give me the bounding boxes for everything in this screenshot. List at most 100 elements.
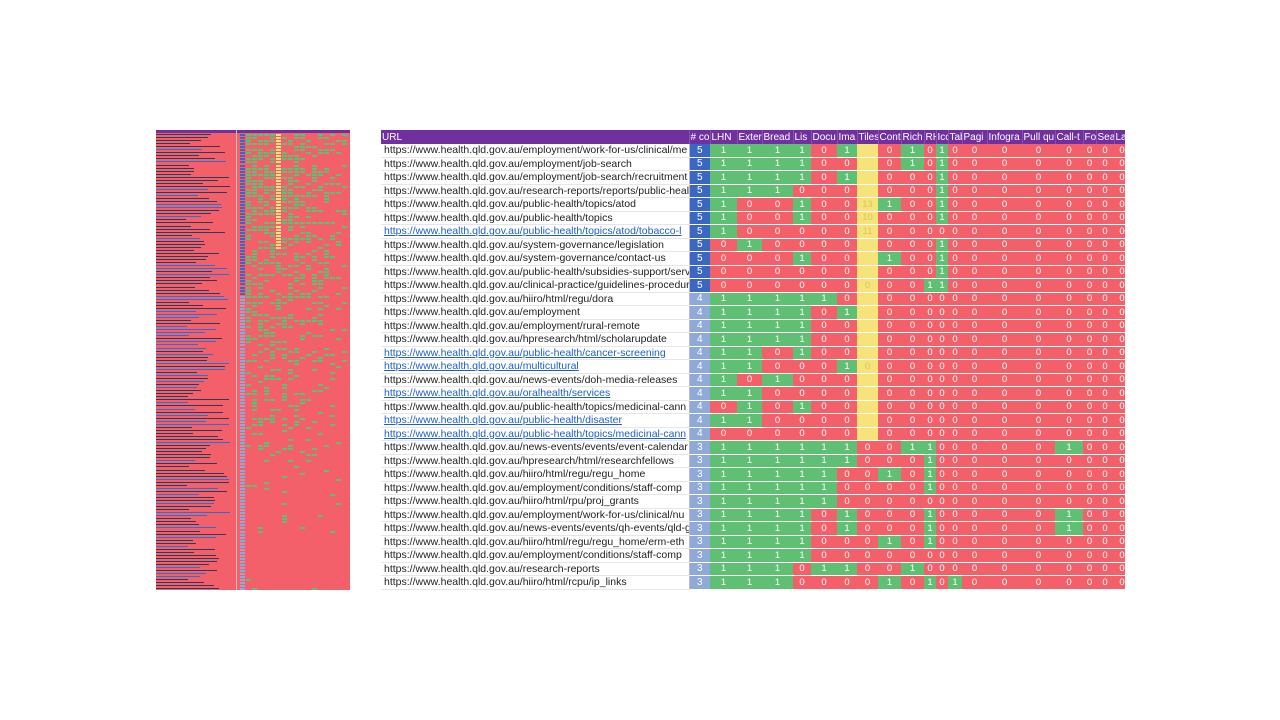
value-cell[interactable]: 0 [1114,494,1125,509]
value-cell[interactable]: 0 [878,292,901,306]
value-cell[interactable]: 0 [762,413,793,428]
value-cell[interactable]: 0 [837,386,857,401]
value-cell[interactable]: 0 [1055,265,1083,279]
value-cell[interactable]: 1 [710,332,737,347]
value-cell[interactable]: 0 [924,386,936,401]
value-cell[interactable]: 0 [837,400,857,414]
value-cell[interactable]: 0 [936,548,948,563]
value-cell[interactable]: 1 [762,332,793,347]
value-cell[interactable]: 0 [1114,481,1125,495]
value-cell[interactable]: 0 [1022,278,1055,293]
value-cell[interactable]: 0 [1114,575,1125,590]
value-cell[interactable]: 0 [901,400,924,414]
value-cell[interactable]: 0 [837,292,857,306]
value-cell[interactable]: 0 [1096,386,1114,401]
value-cell[interactable]: 1 [737,170,762,185]
value-cell[interactable]: 0 [936,400,948,414]
value-cell[interactable]: 0 [811,144,837,158]
value-cell[interactable]: 0 [1114,184,1125,198]
value-cell[interactable]: 0 [811,413,837,428]
value-cell[interactable]: 0 [762,359,793,374]
value-cell[interactable]: 1 [811,481,837,495]
value-cell[interactable]: 0 [901,170,924,185]
value-cell[interactable]: 1 [1055,521,1083,536]
value-cell[interactable]: 0 [878,427,901,441]
column-header[interactable]: Rich [901,130,925,144]
value-cell[interactable]: 1 [762,319,793,333]
value-cell[interactable]: 0 [948,197,962,212]
value-cell[interactable]: 0 [737,197,762,212]
value-cell[interactable]: 0 [948,413,962,428]
value-cell[interactable]: 0 [878,332,901,347]
url-cell[interactable]: https://www.health.qld.gov.au/employment… [381,157,690,171]
value-cell[interactable]: 0 [1055,251,1083,266]
value-cell[interactable]: 0 [737,224,762,239]
value-cell[interactable]: 0 [1055,548,1083,563]
value-cell[interactable]: 1 [793,346,811,360]
value-cell[interactable]: 1 [737,413,762,428]
value-cell[interactable]: 0 [878,494,901,509]
value-cell[interactable]: 0 [1114,440,1125,455]
value-cell[interactable]: 0 [1022,494,1055,509]
column-header[interactable]: Pull qu [1022,130,1056,144]
value-cell[interactable]: 0 [1096,278,1114,293]
value-cell[interactable]: 0 [1096,562,1114,576]
value-cell[interactable]: 0 [948,386,962,401]
value-cell[interactable] [857,400,878,414]
value-cell[interactable]: 0 [924,346,936,360]
value-cell[interactable]: 0 [924,238,936,252]
value-cell[interactable]: 1 [710,170,737,185]
component-count-cell[interactable]: 5 [689,278,710,293]
value-cell[interactable]: 1 [710,440,737,455]
value-cell[interactable]: 0 [811,211,837,225]
value-cell[interactable]: 0 [1114,319,1125,333]
value-cell[interactable]: 1 [793,508,811,522]
value-cell[interactable]: 0 [936,467,948,482]
value-cell[interactable]: 0 [987,548,1022,563]
value-cell[interactable]: 1 [837,454,857,468]
value-cell[interactable]: 0 [793,359,811,374]
value-cell[interactable]: 0 [811,265,837,279]
value-cell[interactable]: 0 [837,346,857,360]
value-cell[interactable]: 0 [987,373,1022,387]
value-cell[interactable]: 0 [1055,319,1083,333]
value-cell[interactable]: 0 [1096,224,1114,239]
value-cell[interactable]: 0 [857,359,878,374]
value-cell[interactable]: 1 [762,521,793,536]
value-cell[interactable]: 1 [924,508,936,522]
value-cell[interactable]: 0 [987,292,1022,306]
value-cell[interactable]: 0 [811,548,837,563]
value-cell[interactable]: 1 [737,535,762,549]
value-cell[interactable]: 1 [936,184,948,198]
value-cell[interactable]: 1 [793,494,811,509]
value-cell[interactable]: 0 [901,481,924,495]
value-cell[interactable]: 0 [948,440,962,455]
component-count-cell[interactable]: 5 [689,170,710,185]
value-cell[interactable]: 0 [962,373,987,387]
value-cell[interactable]: 1 [793,305,811,320]
value-cell[interactable]: 1 [762,184,793,198]
value-cell[interactable]: 0 [1114,508,1125,522]
value-cell[interactable]: 0 [924,305,936,320]
value-cell[interactable]: 0 [837,494,857,509]
value-cell[interactable]: 0 [878,278,901,293]
value-cell[interactable]: 0 [901,278,924,293]
url-cell[interactable]: https://www.health.qld.gov.au/public-hea… [381,211,690,225]
value-cell[interactable]: 0 [987,238,1022,252]
value-cell[interactable]: 0 [987,575,1022,590]
value-cell[interactable]: 0 [901,508,924,522]
value-cell[interactable]: 0 [1096,454,1114,468]
value-cell[interactable]: 0 [811,278,837,293]
value-cell[interactable]: 1 [710,305,737,320]
value-cell[interactable]: 0 [1096,481,1114,495]
value-cell[interactable]: 0 [987,211,1022,225]
value-cell[interactable]: 0 [837,535,857,549]
value-cell[interactable]: 0 [962,144,987,158]
component-count-cell[interactable]: 3 [689,494,710,509]
value-cell[interactable]: 1 [737,481,762,495]
value-cell[interactable]: 0 [811,575,837,590]
value-cell[interactable]: 1 [762,575,793,590]
value-cell[interactable]: 1 [710,548,737,563]
value-cell[interactable]: 1 [793,548,811,563]
url-cell[interactable]: https://www.health.qld.gov.au/employment… [381,170,690,185]
